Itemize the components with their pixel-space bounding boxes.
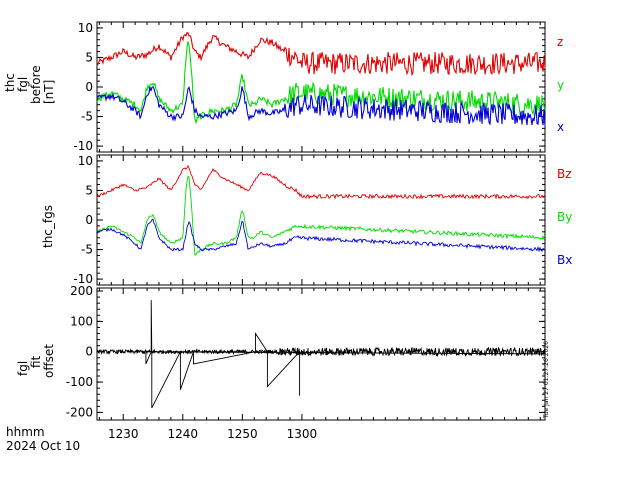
panel-3-ytick-label: 200	[70, 284, 93, 298]
panel-3-ytick-label: 0	[85, 345, 93, 359]
data-layer	[96, 32, 546, 409]
xtick-label-1300: 1300	[287, 427, 318, 441]
time-axis-label-units: hhmm	[6, 425, 45, 439]
series-y-line	[96, 41, 546, 125]
panel1-ylabel-thc: thc	[3, 73, 17, 92]
panel-2-ytick-label: -5	[81, 243, 93, 257]
legend-bx: Bx	[557, 253, 573, 267]
series-by-line	[96, 175, 546, 256]
panel-1-ytick-label: 10	[78, 21, 93, 35]
series-bz-line	[96, 164, 546, 200]
panel1-ylabel-unit: [nT]	[42, 79, 56, 104]
panel-1-ytick-label: -5	[81, 110, 93, 124]
panel-1-ytick-label: 5	[85, 50, 93, 64]
panel2-ylabel: thc_fgs	[41, 204, 55, 248]
panel-1-ytick-label: -10	[73, 139, 93, 153]
panel3-ylabel-fgl: fgl	[16, 360, 30, 376]
panel-2-ytick-label: -10	[73, 272, 93, 286]
panel-2-ytick-label: 0	[85, 213, 93, 227]
xtick-label-1250: 1250	[227, 427, 258, 441]
panel3-ylabel-fit: fit	[29, 355, 43, 368]
timestamp: Tue Jan 27 01:27:26 2026	[543, 341, 550, 418]
panel-2-ytick-label: 10	[78, 154, 93, 168]
panel-3-ytick-label: -200	[66, 405, 93, 419]
panel1-ylabel-fgl: fgl	[16, 76, 30, 92]
series-z-line	[96, 32, 546, 77]
time-axis-label-date: 2024 Oct 10	[6, 439, 81, 453]
legend-y: y	[557, 78, 565, 92]
xtick-label-1240: 1240	[168, 427, 199, 441]
panel3-ylabel-offset: offset	[42, 344, 56, 378]
panel-3-ytick-label: -100	[66, 375, 93, 389]
legend-bz: Bz	[557, 167, 572, 181]
series-x-line	[96, 85, 546, 127]
series-bx-line	[96, 218, 546, 253]
legend-x: x	[557, 120, 565, 134]
panel-1-frame	[96, 21, 546, 153]
panel-1-ytick-label: 0	[85, 80, 93, 94]
panel-2-frame	[96, 154, 546, 286]
panel-2-ytick-label: 5	[85, 183, 93, 197]
legend-z: z	[557, 35, 564, 49]
panel-3-ytick-label: 100	[70, 314, 93, 328]
legend-by: By	[557, 210, 573, 224]
panel1-ylabel-before: before	[29, 65, 43, 104]
xtick-label-1230: 1230	[108, 427, 139, 441]
series-offset-line	[96, 300, 546, 409]
